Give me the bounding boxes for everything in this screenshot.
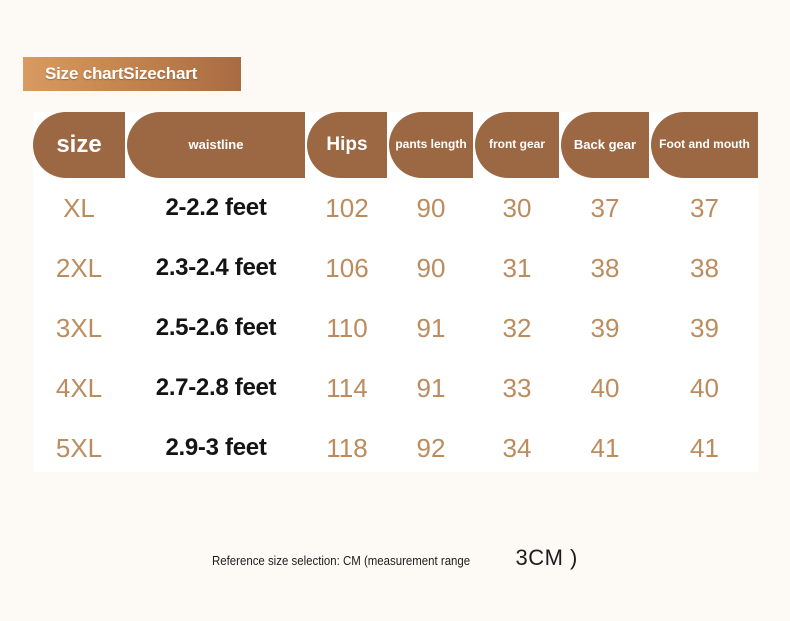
table-cell-waistline: 2.5-2.6 feet [155, 314, 277, 341]
table-cell-hips: 102 [325, 192, 369, 223]
table-cell-waistline: 2.3-2.4 feet [155, 254, 277, 281]
table-body: XL 2-2.2 feet 102 90 30 37 37 2XL 2.3-2.4 feet 10… [33, 178, 758, 478]
table-row: 2XL 2.3-2.4 feet 106 90 31 38 38 [33, 238, 758, 298]
table-header-cell-back_gear: Back gear [561, 112, 649, 178]
table-row: XL 2-2.2 feet 102 90 30 37 37 [33, 178, 758, 238]
size-chart-title-text: Size chartSizechart [45, 64, 198, 83]
table-cell-pants_length: 90 [416, 192, 446, 223]
table-cell-waistline: 2.9-3 feet [165, 434, 267, 461]
table-cell-hips: 110 [326, 312, 368, 343]
table-cell-back_gear: 39 [590, 312, 620, 343]
table-cell-foot_mouth: 41 [690, 432, 719, 463]
table-cell-back_gear: 37 [590, 192, 620, 223]
table-header-cell-size: size [33, 112, 125, 178]
size-chart-table-panel: size waistline Hips pants length front gear B… [33, 112, 758, 472]
table-cell-front_gear: 33 [502, 372, 532, 403]
table-cell-hips: 118 [326, 432, 368, 463]
table-row: 5XL 2.9-3 feet 118 92 34 41 41 [33, 418, 758, 478]
table-cell-size: 2XL [55, 252, 103, 283]
table-cell-back_gear: 40 [590, 372, 620, 403]
table-cell-pants_length: 90 [416, 252, 446, 283]
footer-note-container: Reference size selection: CM (measuremen… [0, 545, 790, 571]
table-header-label-size: size [56, 131, 102, 159]
table-cell-pants_length: 91 [416, 312, 446, 343]
table-header-label-foot_mouth: Foot and mouth [659, 137, 750, 152]
table-cell-size: 3XL [55, 312, 103, 343]
table-cell-hips: 114 [326, 372, 368, 403]
table-header-label-pants_length: pants length [395, 137, 467, 152]
table-cell-back_gear: 41 [590, 432, 620, 463]
table-cell-front_gear: 30 [502, 192, 532, 223]
table-cell-front_gear: 32 [502, 312, 532, 343]
size-chart-title-banner: Size chartSizechart [23, 57, 241, 91]
table-cell-foot_mouth: 39 [690, 312, 719, 343]
table-header-row: size waistline Hips pants length front gear B… [33, 112, 758, 178]
table-header-cell-hips: Hips [307, 112, 387, 178]
table-cell-foot_mouth: 40 [690, 372, 719, 403]
table-cell-pants_length: 91 [416, 372, 446, 403]
table-header-label-front_gear: front gear [488, 137, 545, 152]
table-cell-size: XL [63, 192, 95, 223]
table-header-label-waistline: waistline [188, 136, 244, 152]
table-cell-waistline: 2.7-2.8 feet [155, 374, 277, 401]
reference-size-note: Reference size selection: CM (measuremen… [212, 553, 471, 568]
table-cell-front_gear: 34 [502, 432, 532, 463]
table-cell-waistline: 2-2.2 feet [165, 194, 267, 221]
table-cell-foot_mouth: 37 [690, 192, 719, 223]
table-header-cell-pants_length: pants length [389, 112, 473, 178]
table-header-cell-foot_mouth: Foot and mouth [651, 112, 758, 178]
measurement-range-value: 3CM ) [515, 545, 578, 570]
table-cell-foot_mouth: 38 [690, 252, 719, 283]
table-cell-size: 4XL [55, 372, 103, 403]
table-header-label-back_gear: Back gear [573, 136, 637, 152]
table-cell-back_gear: 38 [590, 252, 620, 283]
table-header-cell-front_gear: front gear [475, 112, 559, 178]
table-row: 4XL 2.7-2.8 feet 114 91 33 40 40 [33, 358, 758, 418]
table-header-cell-waistline: waistline [127, 112, 305, 178]
table-cell-size: 5XL [55, 432, 103, 463]
table-row: 3XL 2.5-2.6 feet 110 91 32 39 39 [33, 298, 758, 358]
table-cell-front_gear: 31 [502, 252, 532, 283]
table-cell-hips: 106 [325, 252, 369, 283]
table-header-label-hips: Hips [326, 134, 368, 156]
table-cell-pants_length: 92 [416, 432, 446, 463]
